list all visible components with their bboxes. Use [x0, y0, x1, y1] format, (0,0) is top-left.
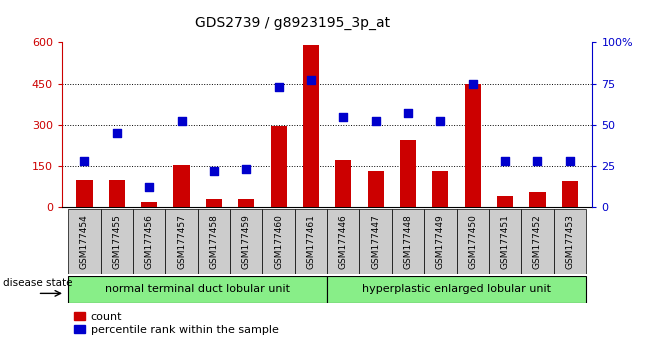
Bar [206, 199, 222, 207]
Bar [368, 171, 383, 207]
Point [435, 119, 445, 124]
Point [79, 158, 90, 164]
Bar [173, 165, 189, 207]
Bar [424, 209, 456, 274]
Bar [392, 209, 424, 274]
Bar [521, 209, 553, 274]
Bar [141, 202, 158, 207]
Point [273, 84, 284, 90]
Point [241, 166, 251, 172]
Bar [165, 209, 198, 274]
Text: GSM177457: GSM177457 [177, 214, 186, 269]
Point [338, 114, 348, 119]
Point [144, 184, 154, 190]
Text: GSM177455: GSM177455 [113, 214, 121, 269]
Bar [271, 126, 286, 207]
Point [111, 130, 122, 136]
Text: GDS2739 / g8923195_3p_at: GDS2739 / g8923195_3p_at [195, 16, 391, 30]
Text: disease state: disease state [3, 278, 73, 288]
Bar [529, 192, 546, 207]
Bar [76, 180, 92, 207]
Text: GSM177448: GSM177448 [404, 214, 413, 269]
Bar [295, 209, 327, 274]
Bar [432, 171, 449, 207]
Text: GSM177454: GSM177454 [80, 214, 89, 269]
Bar [456, 209, 489, 274]
Bar [109, 180, 125, 207]
Bar [562, 181, 578, 207]
Text: GSM177451: GSM177451 [501, 214, 510, 269]
Text: GSM177447: GSM177447 [371, 214, 380, 269]
Bar [230, 209, 262, 274]
Point [467, 81, 478, 86]
Bar [68, 276, 327, 303]
Text: GSM177460: GSM177460 [274, 214, 283, 269]
Bar [400, 140, 416, 207]
Text: GSM177449: GSM177449 [436, 214, 445, 269]
Point [403, 110, 413, 116]
Text: GSM177453: GSM177453 [565, 214, 574, 269]
Text: GSM177459: GSM177459 [242, 214, 251, 269]
Bar [553, 209, 586, 274]
Text: GSM177461: GSM177461 [307, 214, 316, 269]
Bar [303, 45, 319, 207]
Bar [335, 160, 352, 207]
Text: GSM177446: GSM177446 [339, 214, 348, 269]
Point [209, 168, 219, 174]
Bar [489, 209, 521, 274]
Bar [198, 209, 230, 274]
Bar [68, 209, 101, 274]
Bar [359, 209, 392, 274]
Point [306, 78, 316, 83]
Text: GSM177450: GSM177450 [468, 214, 477, 269]
Bar [327, 276, 586, 303]
Text: GSM177458: GSM177458 [210, 214, 218, 269]
Bar [497, 196, 513, 207]
Text: GSM177456: GSM177456 [145, 214, 154, 269]
Bar [101, 209, 133, 274]
Point [564, 158, 575, 164]
Point [533, 158, 543, 164]
Bar [327, 209, 359, 274]
Bar [238, 199, 255, 207]
Point [370, 119, 381, 124]
Text: hyperplastic enlarged lobular unit: hyperplastic enlarged lobular unit [362, 284, 551, 295]
Bar [262, 209, 295, 274]
Legend: count, percentile rank within the sample: count, percentile rank within the sample [74, 312, 279, 335]
Text: normal terminal duct lobular unit: normal terminal duct lobular unit [105, 284, 290, 295]
Point [500, 158, 510, 164]
Point [176, 119, 187, 124]
Bar [465, 84, 481, 207]
Text: GSM177452: GSM177452 [533, 214, 542, 269]
Bar [133, 209, 165, 274]
